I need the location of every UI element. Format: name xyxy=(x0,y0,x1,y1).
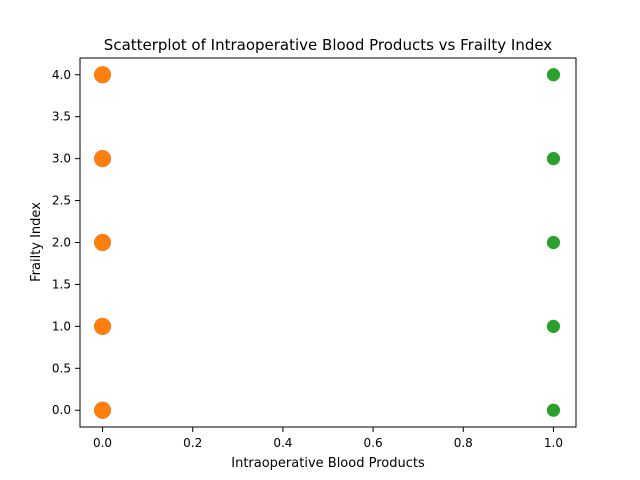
axes-frame xyxy=(79,57,577,428)
x-tick-label-4: 0.6 xyxy=(364,436,383,450)
data-point-series-3-1 xyxy=(546,403,561,417)
y-tick-label-6: 2.5 xyxy=(52,194,71,208)
data-point-series-2-2 xyxy=(94,317,112,335)
x-tick-label-3: 0.4 xyxy=(273,436,292,450)
plot-border xyxy=(79,57,577,428)
y-tick-label-7: 3.0 xyxy=(52,152,71,166)
y-tick-label-9: 4.0 xyxy=(52,68,71,82)
y-tick-label-3: 1.0 xyxy=(52,319,71,333)
x-tick-label-6: 1.0 xyxy=(544,436,563,450)
y-tick-label-5: 2.0 xyxy=(52,236,71,250)
x-tick-label-1: 0.0 xyxy=(93,436,112,450)
y-axis-label: Frailty Index xyxy=(29,202,44,282)
data-point-series-2-3 xyxy=(94,234,112,251)
x-axis-label: Intraoperative Blood Products xyxy=(231,456,425,471)
x-tick-label-2: 0.2 xyxy=(183,436,202,450)
data-point-series-3-2 xyxy=(546,319,561,333)
data-point-series-2-4 xyxy=(94,150,112,168)
y-tick-label-8: 3.5 xyxy=(52,110,71,124)
y-tick-label-2: 0.5 xyxy=(52,361,71,375)
data-point-series-2-5 xyxy=(94,66,112,84)
y-tick-label-1: 0.0 xyxy=(52,403,71,417)
data-point-series-3-5 xyxy=(546,68,561,82)
data-point-series-3-3 xyxy=(546,235,561,250)
data-point-series-3-4 xyxy=(546,152,561,166)
chart-title: Scatterplot of Intraoperative Blood Prod… xyxy=(104,36,553,54)
plot-marks xyxy=(94,66,561,419)
y-axis-ticks: 0.0 0.5 1.0 1.5 2.0 2.5 3.0 3.5 4.0 xyxy=(52,68,80,417)
y-tick-label-4: 1.5 xyxy=(52,277,71,291)
x-tick-label-5: 0.8 xyxy=(454,436,473,450)
x-axis-ticks: 0.0 0.2 0.4 0.6 0.8 1.0 xyxy=(93,427,563,450)
data-point-series-2-1 xyxy=(94,401,112,419)
